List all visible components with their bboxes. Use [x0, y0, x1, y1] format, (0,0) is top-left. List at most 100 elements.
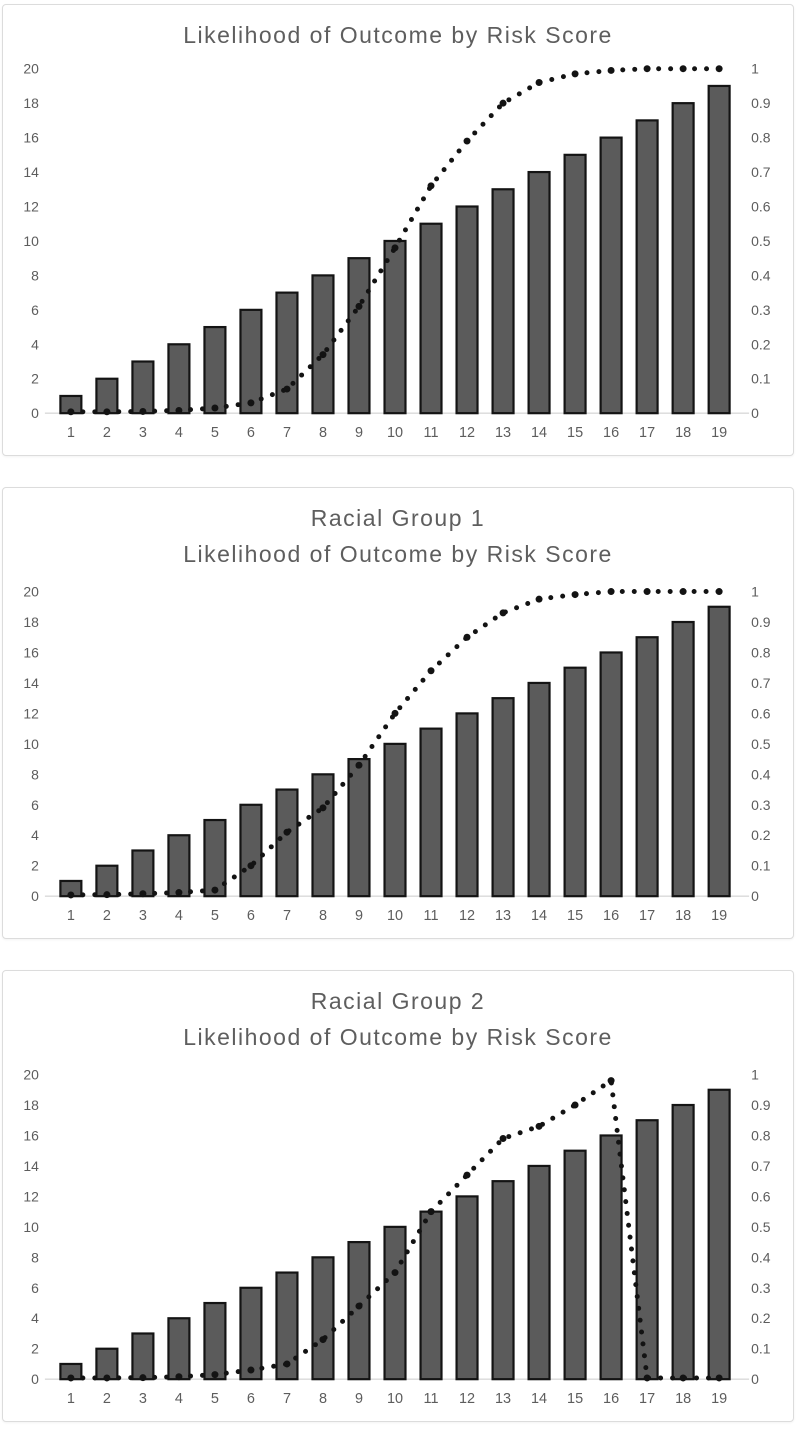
svg-text:16: 16	[23, 644, 39, 660]
svg-text:13: 13	[495, 1391, 511, 1407]
svg-text:6: 6	[31, 1280, 39, 1296]
chart-panel-racial-group-2: Racial Group 2 Likelihood of Outcome by …	[2, 970, 794, 1422]
svg-text:2: 2	[103, 425, 111, 441]
svg-text:15: 15	[567, 425, 583, 441]
svg-text:16: 16	[603, 908, 619, 924]
svg-text:8: 8	[31, 766, 39, 782]
svg-text:0.4: 0.4	[751, 267, 771, 283]
svg-text:5: 5	[211, 1391, 219, 1407]
svg-text:4: 4	[175, 425, 183, 441]
svg-text:0.9: 0.9	[751, 95, 771, 111]
svg-text:12: 12	[23, 705, 39, 721]
svg-text:12: 12	[23, 198, 39, 214]
svg-text:1: 1	[67, 425, 75, 441]
svg-text:0.8: 0.8	[751, 1127, 771, 1143]
svg-text:18: 18	[675, 1391, 691, 1407]
svg-text:5: 5	[211, 425, 219, 441]
svg-text:20: 20	[23, 1067, 39, 1083]
svg-text:0.4: 0.4	[751, 766, 771, 782]
svg-text:12: 12	[459, 908, 475, 924]
svg-text:20: 20	[23, 61, 39, 77]
svg-text:10: 10	[387, 425, 403, 441]
svg-text:0.5: 0.5	[751, 233, 771, 249]
svg-text:4: 4	[31, 827, 39, 843]
svg-text:1: 1	[751, 584, 759, 600]
svg-text:7: 7	[283, 908, 291, 924]
svg-text:0.1: 0.1	[751, 1341, 771, 1357]
svg-text:6: 6	[247, 425, 255, 441]
svg-text:17: 17	[639, 1391, 655, 1407]
svg-text:14: 14	[531, 908, 547, 924]
svg-text:9: 9	[355, 425, 363, 441]
svg-text:16: 16	[603, 1391, 619, 1407]
svg-text:18: 18	[675, 908, 691, 924]
svg-text:0.5: 0.5	[751, 1219, 771, 1235]
combo-chart-racial-group-2: 0246810121416182000.10.20.30.40.50.60.70…	[23, 1067, 771, 1408]
combo-chart-overall: 0246810121416182000.10.20.30.40.50.60.70…	[23, 61, 771, 441]
svg-text:8: 8	[31, 267, 39, 283]
svg-text:0.9: 0.9	[751, 1097, 771, 1113]
svg-text:20: 20	[23, 584, 39, 600]
svg-text:0.1: 0.1	[751, 858, 771, 874]
svg-text:0.6: 0.6	[751, 1188, 771, 1204]
svg-text:16: 16	[23, 1127, 39, 1143]
svg-text:6: 6	[247, 908, 255, 924]
svg-text:16: 16	[23, 130, 39, 146]
svg-text:5: 5	[211, 908, 219, 924]
svg-text:0.8: 0.8	[751, 644, 771, 660]
svg-text:0.6: 0.6	[751, 705, 771, 721]
svg-text:7: 7	[283, 425, 291, 441]
svg-text:7: 7	[283, 1391, 291, 1407]
svg-text:0.4: 0.4	[751, 1249, 771, 1265]
svg-text:0.2: 0.2	[751, 336, 771, 352]
svg-text:3: 3	[139, 1391, 147, 1407]
svg-text:11: 11	[424, 1391, 439, 1407]
svg-text:9: 9	[355, 908, 363, 924]
combo-chart-racial-group-1: 0246810121416182000.10.20.30.40.50.60.70…	[23, 584, 771, 925]
svg-text:0.3: 0.3	[751, 797, 771, 813]
svg-text:16: 16	[603, 425, 619, 441]
svg-text:0.3: 0.3	[751, 1280, 771, 1296]
svg-text:11: 11	[424, 908, 439, 924]
svg-text:0: 0	[751, 405, 759, 421]
svg-text:0.6: 0.6	[751, 198, 771, 214]
svg-text:17: 17	[639, 425, 655, 441]
svg-text:12: 12	[23, 1188, 39, 1204]
svg-text:14: 14	[23, 1158, 39, 1174]
svg-text:4: 4	[175, 908, 183, 924]
svg-text:2: 2	[103, 1391, 111, 1407]
svg-text:0: 0	[31, 405, 39, 421]
svg-text:18: 18	[23, 1097, 39, 1113]
svg-text:13: 13	[495, 425, 511, 441]
svg-text:0.3: 0.3	[751, 302, 771, 318]
svg-text:0: 0	[751, 888, 759, 904]
svg-text:10: 10	[23, 1219, 39, 1235]
svg-text:0: 0	[31, 888, 39, 904]
svg-text:19: 19	[711, 425, 727, 441]
svg-text:10: 10	[387, 1391, 403, 1407]
svg-text:0.7: 0.7	[751, 164, 771, 180]
svg-text:14: 14	[23, 675, 39, 691]
svg-text:6: 6	[247, 1391, 255, 1407]
svg-text:14: 14	[23, 164, 39, 180]
svg-text:0.8: 0.8	[751, 130, 771, 146]
svg-text:8: 8	[31, 1249, 39, 1265]
svg-text:0.2: 0.2	[751, 827, 771, 843]
chart-panel-racial-group-1: Racial Group 1 Likelihood of Outcome by …	[2, 487, 794, 939]
svg-text:17: 17	[639, 908, 655, 924]
svg-text:1: 1	[751, 61, 759, 77]
svg-text:19: 19	[711, 908, 727, 924]
svg-text:1: 1	[751, 1067, 759, 1083]
svg-text:8: 8	[319, 1391, 327, 1407]
svg-text:11: 11	[424, 425, 439, 441]
svg-text:14: 14	[531, 1391, 547, 1407]
svg-text:15: 15	[567, 908, 583, 924]
svg-text:2: 2	[31, 1341, 39, 1357]
svg-text:12: 12	[459, 1391, 475, 1407]
svg-text:19: 19	[711, 1391, 727, 1407]
svg-text:10: 10	[23, 233, 39, 249]
svg-text:4: 4	[175, 1391, 183, 1407]
svg-text:0.9: 0.9	[751, 614, 771, 630]
svg-text:0.2: 0.2	[751, 1310, 771, 1326]
